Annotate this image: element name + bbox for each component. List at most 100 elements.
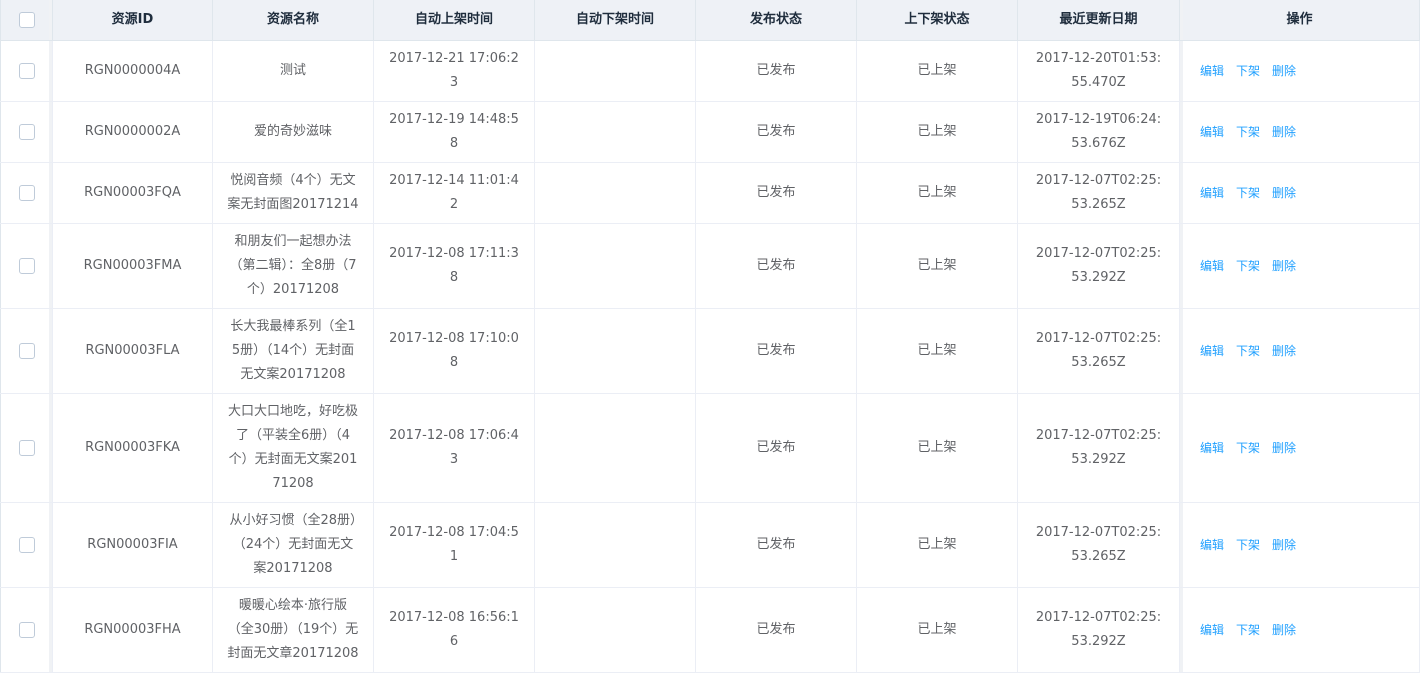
auto-off-time-cell — [534, 393, 696, 503]
actions-cell: 编辑 下架 删除 — [1179, 40, 1420, 102]
actions-cell: 编辑 下架 删除 — [1179, 393, 1420, 503]
edit-link[interactable]: 编辑 — [1200, 258, 1225, 273]
row-checkbox[interactable] — [18, 123, 35, 140]
actions-cell: 编辑 下架 删除 — [1179, 502, 1420, 588]
publish-status-cell: 已发布 — [695, 502, 857, 588]
unshelf-link[interactable]: 下架 — [1236, 537, 1261, 552]
shelf-status-cell: 已上架 — [856, 393, 1018, 503]
row-select-cell — [0, 162, 53, 224]
unshelf-link[interactable]: 下架 — [1236, 343, 1261, 358]
publish-status-cell: 已发布 — [695, 101, 857, 163]
table-row: RGN00003FQA 悦阅音频（4个）无文案无封面图20171214 2017… — [0, 162, 1420, 224]
edit-link[interactable]: 编辑 — [1200, 537, 1225, 552]
row-checkbox[interactable] — [18, 62, 35, 79]
shelf-status-cell: 已上架 — [856, 587, 1018, 673]
edit-link[interactable]: 编辑 — [1200, 343, 1225, 358]
column-header-shelf-status[interactable]: 上下架状态 — [856, 0, 1018, 41]
publish-status-cell: 已发布 — [695, 393, 857, 503]
column-header-publish-status[interactable]: 发布状态 — [695, 0, 857, 41]
delete-link[interactable]: 删除 — [1272, 537, 1297, 552]
updated-date-cell: 2017-12-07T02:25:53.265Z — [1017, 502, 1180, 588]
auto-on-time-cell: 2017-12-08 17:11:38 — [373, 223, 535, 309]
auto-on-time-cell: 2017-12-08 17:06:43 — [373, 393, 535, 503]
unshelf-link[interactable]: 下架 — [1236, 185, 1261, 200]
publish-status-cell: 已发布 — [695, 223, 857, 309]
unshelf-link[interactable]: 下架 — [1236, 622, 1261, 637]
resource-id-cell: RGN0000002A — [52, 101, 213, 163]
column-header-name[interactable]: 资源名称 — [212, 0, 374, 41]
column-header-auto-on[interactable]: 自动上架时间 — [373, 0, 535, 41]
auto-on-time-cell: 2017-12-08 17:10:08 — [373, 308, 535, 394]
resource-id-cell: RGN00003FKA — [52, 393, 213, 503]
row-checkbox[interactable] — [18, 257, 35, 274]
shelf-status-cell: 已上架 — [856, 101, 1018, 163]
delete-link[interactable]: 删除 — [1272, 185, 1297, 200]
actions-cell: 编辑 下架 删除 — [1179, 223, 1420, 309]
table-header-row: 资源ID 资源名称 自动上架时间 自动下架时间 发布状态 上下架状态 最近更新日… — [0, 0, 1420, 41]
table-row: RGN0000002A 爱的奇妙滋味 2017-12-19 14:48:58 已… — [0, 101, 1420, 163]
delete-link[interactable]: 删除 — [1272, 440, 1297, 455]
select-all-checkbox[interactable] — [18, 11, 35, 28]
resource-name-cell: 和朋友们一起想办法（第二辑）：全8册（7个）20171208 — [212, 223, 374, 309]
unshelf-link[interactable]: 下架 — [1236, 258, 1261, 273]
row-checkbox[interactable] — [18, 342, 35, 359]
delete-link[interactable]: 删除 — [1272, 124, 1297, 139]
table-row: RGN00003FIA 从小好习惯（全28册）（24个）无封面无文案201712… — [0, 502, 1420, 588]
resource-name-cell: 爱的奇妙滋味 — [212, 101, 374, 163]
unshelf-link[interactable]: 下架 — [1236, 124, 1261, 139]
row-checkbox[interactable] — [18, 621, 35, 638]
column-header-id[interactable]: 资源ID — [52, 0, 213, 41]
auto-off-time-cell — [534, 308, 696, 394]
resource-name-cell: 暖暖心绘本·旅行版（全30册）（19个）无封面无文章20171208 — [212, 587, 374, 673]
auto-on-time-cell: 2017-12-08 17:04:51 — [373, 502, 535, 588]
resource-id-cell: RGN00003FHA — [52, 587, 213, 673]
row-checkbox[interactable] — [18, 439, 35, 456]
shelf-status-cell: 已上架 — [856, 223, 1018, 309]
edit-link[interactable]: 编辑 — [1200, 63, 1225, 78]
row-select-cell — [0, 393, 53, 503]
table-body: RGN0000004A 测试 2017-12-21 17:06:23 已发布 已… — [0, 40, 1420, 673]
delete-link[interactable]: 删除 — [1272, 63, 1297, 78]
resource-id-cell: RGN00003FLA — [52, 308, 213, 394]
auto-off-time-cell — [534, 101, 696, 163]
publish-status-cell: 已发布 — [695, 162, 857, 224]
auto-on-time-cell: 2017-12-19 14:48:58 — [373, 101, 535, 163]
unshelf-link[interactable]: 下架 — [1236, 63, 1261, 78]
row-select-cell — [0, 587, 53, 673]
resource-name-cell: 悦阅音频（4个）无文案无封面图20171214 — [212, 162, 374, 224]
row-checkbox[interactable] — [18, 536, 35, 553]
resource-id-cell: RGN00003FIA — [52, 502, 213, 588]
row-checkbox[interactable] — [18, 184, 35, 201]
column-header-auto-off[interactable]: 自动下架时间 — [534, 0, 696, 41]
updated-date-cell: 2017-12-07T02:25:53.292Z — [1017, 223, 1180, 309]
updated-date-cell: 2017-12-07T02:25:53.265Z — [1017, 162, 1180, 224]
resource-name-cell: 大口大口地吃，好吃极了（平装全6册）（4个）无封面无文案20171208 — [212, 393, 374, 503]
resource-name-cell: 测试 — [212, 40, 374, 102]
table-row: RGN00003FKA 大口大口地吃，好吃极了（平装全6册）（4个）无封面无文案… — [0, 393, 1420, 503]
updated-date-cell: 2017-12-07T02:25:53.292Z — [1017, 393, 1180, 503]
actions-cell: 编辑 下架 删除 — [1179, 101, 1420, 163]
row-select-cell — [0, 502, 53, 588]
row-select-cell — [0, 101, 53, 163]
delete-link[interactable]: 删除 — [1272, 622, 1297, 637]
column-header-updated[interactable]: 最近更新日期 — [1017, 0, 1180, 41]
table-row: RGN00003FMA 和朋友们一起想办法（第二辑）：全8册（7个）201712… — [0, 223, 1420, 309]
auto-on-time-cell: 2017-12-21 17:06:23 — [373, 40, 535, 102]
table-row: RGN00003FHA 暖暖心绘本·旅行版（全30册）（19个）无封面无文章20… — [0, 587, 1420, 673]
row-select-cell — [0, 223, 53, 309]
delete-link[interactable]: 删除 — [1272, 343, 1297, 358]
edit-link[interactable]: 编辑 — [1200, 622, 1225, 637]
shelf-status-cell: 已上架 — [856, 162, 1018, 224]
actions-cell: 编辑 下架 删除 — [1179, 162, 1420, 224]
edit-link[interactable]: 编辑 — [1200, 440, 1225, 455]
edit-link[interactable]: 编辑 — [1200, 185, 1225, 200]
shelf-status-cell: 已上架 — [856, 40, 1018, 102]
unshelf-link[interactable]: 下架 — [1236, 440, 1261, 455]
table-row: RGN00003FLA 长大我最棒系列（全15册）（14个）无封面无文案2017… — [0, 308, 1420, 394]
delete-link[interactable]: 删除 — [1272, 258, 1297, 273]
column-header-actions: 操作 — [1179, 0, 1420, 41]
resource-id-cell: RGN0000004A — [52, 40, 213, 102]
auto-on-time-cell: 2017-12-08 16:56:16 — [373, 587, 535, 673]
resource-id-cell: RGN00003FMA — [52, 223, 213, 309]
edit-link[interactable]: 编辑 — [1200, 124, 1225, 139]
